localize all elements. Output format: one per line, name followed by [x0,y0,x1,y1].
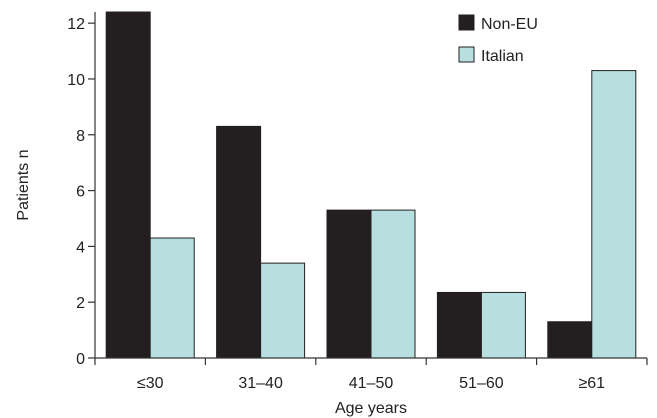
y-tick-label: 4 [76,239,85,256]
y-ticks-group: 0 2 4 6 8 10 12 [67,16,95,368]
legend-label-italian: Italian [481,48,524,65]
x-tick-label: ≥61 [579,375,606,392]
bar-non-eu-3 [326,209,372,359]
y-tick-label: 12 [67,16,85,33]
bars-group [105,11,637,359]
x-axis-title: Age years [335,400,407,417]
legend-label-non-eu: Non-EU [481,16,538,33]
y-tick-label: 6 [76,184,85,201]
legend: Non-EU Italian [458,14,538,65]
bar-italian-3 [370,209,416,359]
y-tick-label: 0 [76,351,85,368]
bar-italian-4 [480,291,526,359]
bar-non-eu-2 [216,125,262,359]
bar-non-eu-5 [547,321,593,359]
y-axis-title: Patients n [15,149,32,220]
bar-non-eu-4 [436,291,482,359]
bar-non-eu-1 [105,11,151,359]
x-tick-label: ≤30 [137,375,164,392]
y-tick-label: 8 [76,128,85,145]
y-tick-label: 2 [76,295,85,312]
axes-group [94,12,647,359]
x-tick-label: 51–60 [459,375,504,392]
legend-swatch-italian [458,46,475,63]
x-ticks-group: ≤30 31–40 41–50 51–60 ≥61 [94,358,648,392]
bar-italian-5 [591,70,637,359]
x-tick-label: 41–50 [349,375,394,392]
x-tick-label: 31–40 [238,375,283,392]
bar-italian-2 [260,262,306,359]
y-tick-label: 10 [67,72,85,89]
bar-italian-1 [149,237,195,359]
legend-swatch-non-eu [458,14,475,31]
